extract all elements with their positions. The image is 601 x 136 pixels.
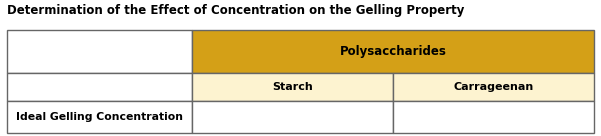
Bar (192, 30, 594, 73)
Bar (7, 30, 192, 73)
Text: Determination of the Effect of Concentration on the Gelling Property: Determination of the Effect of Concentra… (7, 4, 465, 17)
Bar (7, 73, 192, 101)
Bar (192, 101, 393, 133)
Bar (393, 101, 594, 133)
Text: Starch: Starch (272, 82, 313, 92)
Text: Carrageenan: Carrageenan (453, 82, 534, 92)
Bar (7, 101, 192, 133)
Bar (393, 73, 594, 101)
Text: Ideal Gelling Concentration: Ideal Gelling Concentration (16, 112, 183, 122)
Text: Polysaccharides: Polysaccharides (340, 45, 447, 58)
Bar (192, 73, 393, 101)
